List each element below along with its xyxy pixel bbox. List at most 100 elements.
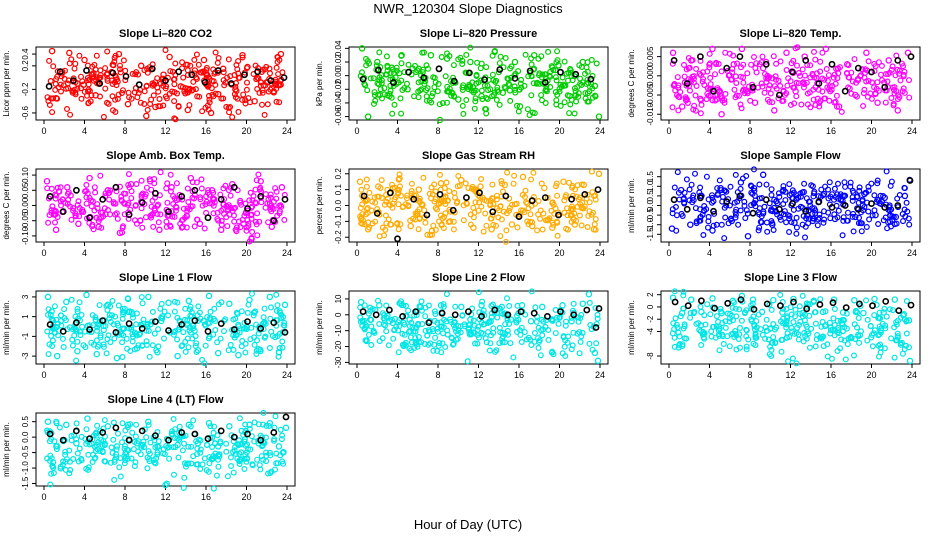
highlight-point bbox=[572, 70, 580, 78]
scatter-point bbox=[568, 203, 575, 210]
data-point bbox=[590, 226, 598, 233]
highlight-point bbox=[394, 235, 401, 243]
data-point bbox=[246, 421, 253, 429]
scatter-point bbox=[483, 110, 490, 117]
scatter-point bbox=[731, 86, 738, 93]
scatter-point bbox=[571, 210, 578, 217]
scatter-point bbox=[889, 63, 896, 70]
scatter-point bbox=[584, 191, 591, 198]
scatter-point bbox=[488, 332, 495, 339]
scatter-point bbox=[119, 315, 126, 322]
scatter-point bbox=[150, 223, 157, 230]
scatter-point bbox=[66, 447, 73, 454]
scatter-point bbox=[584, 68, 591, 75]
scatter-point bbox=[531, 110, 538, 117]
y-tick-label: -0.10 bbox=[21, 226, 30, 245]
scatter-point bbox=[138, 294, 145, 301]
highlight-point bbox=[868, 68, 875, 76]
scatter-point bbox=[67, 111, 74, 118]
scatter-point bbox=[378, 71, 385, 78]
scatter-point bbox=[773, 198, 780, 205]
scatter-point bbox=[682, 97, 689, 104]
scatter-point bbox=[530, 80, 537, 87]
scatter-point bbox=[47, 77, 54, 84]
scatter-point bbox=[830, 74, 837, 81]
scatter-point bbox=[528, 92, 535, 99]
scatter-point bbox=[180, 329, 187, 336]
scatter-point bbox=[707, 74, 714, 81]
scatter-point bbox=[139, 441, 146, 448]
scatter-point bbox=[371, 329, 378, 336]
highlight-point bbox=[502, 192, 510, 200]
scatter-point bbox=[789, 187, 796, 194]
scatter-point bbox=[154, 84, 161, 91]
scatter-point bbox=[101, 417, 108, 424]
scatter-point bbox=[780, 183, 787, 190]
scatter-point bbox=[386, 201, 393, 208]
scatter-point bbox=[692, 107, 699, 114]
scatter-point bbox=[261, 111, 268, 118]
scatter-point bbox=[564, 226, 571, 233]
scatter-point bbox=[157, 211, 164, 218]
scatter-point bbox=[178, 224, 185, 231]
y-axis-label: ml/min per min. bbox=[627, 178, 636, 233]
x-tick-label: 8 bbox=[122, 248, 127, 258]
scatter-point bbox=[152, 460, 159, 467]
scatter-point bbox=[683, 96, 690, 103]
scatter-point bbox=[166, 455, 173, 462]
scatter-point bbox=[205, 468, 212, 475]
x-tick-label: 16 bbox=[826, 248, 836, 258]
scatter-point bbox=[143, 338, 150, 345]
scatter-point bbox=[220, 77, 227, 84]
scatter-point bbox=[247, 189, 254, 196]
scatter-point bbox=[376, 321, 383, 328]
x-tick-label: 4 bbox=[82, 492, 87, 502]
scatter-point bbox=[397, 221, 404, 228]
scatter-point bbox=[179, 447, 186, 454]
scatter-point bbox=[67, 467, 74, 474]
scatter-point bbox=[877, 327, 884, 334]
scatter-point bbox=[66, 470, 73, 477]
scatter-point bbox=[819, 49, 826, 56]
data-point bbox=[718, 309, 725, 317]
scatter-point bbox=[122, 457, 129, 464]
scatter-point bbox=[267, 315, 274, 322]
data-point bbox=[499, 89, 507, 96]
scatter-point bbox=[141, 67, 148, 74]
scatter-point bbox=[779, 336, 786, 343]
data-point bbox=[814, 95, 822, 103]
scatter-point bbox=[504, 315, 511, 322]
data-point bbox=[398, 51, 405, 59]
scatter-point bbox=[672, 87, 679, 94]
scatter-point bbox=[855, 315, 862, 322]
scatter-point bbox=[180, 485, 187, 492]
scatter-point bbox=[154, 449, 161, 456]
scatter-point bbox=[192, 86, 199, 93]
scatter-point bbox=[513, 328, 520, 335]
scatter-point bbox=[703, 173, 710, 180]
data-point bbox=[205, 292, 213, 300]
scatter-point bbox=[753, 318, 760, 325]
scatter-point bbox=[539, 226, 546, 233]
scatter-point bbox=[183, 463, 190, 470]
scatter-point bbox=[426, 190, 433, 197]
highlight-point bbox=[86, 326, 93, 333]
scatter-point bbox=[877, 349, 884, 356]
scatter-point bbox=[485, 87, 492, 94]
scatter-point bbox=[793, 93, 800, 100]
scatter-point bbox=[205, 187, 212, 194]
scatter-point bbox=[100, 343, 107, 350]
scatter-point bbox=[210, 455, 217, 462]
scatter-point bbox=[549, 317, 556, 324]
scatter-point bbox=[170, 416, 177, 423]
data-point bbox=[885, 57, 892, 64]
scatter-point bbox=[536, 80, 543, 87]
scatter-point bbox=[403, 302, 410, 309]
scatter-point bbox=[767, 90, 774, 97]
highlight-point bbox=[670, 196, 678, 204]
scatter-point bbox=[878, 62, 885, 69]
scatter-point bbox=[438, 53, 445, 60]
scatter-point bbox=[699, 211, 706, 218]
scatter-point bbox=[741, 198, 748, 205]
